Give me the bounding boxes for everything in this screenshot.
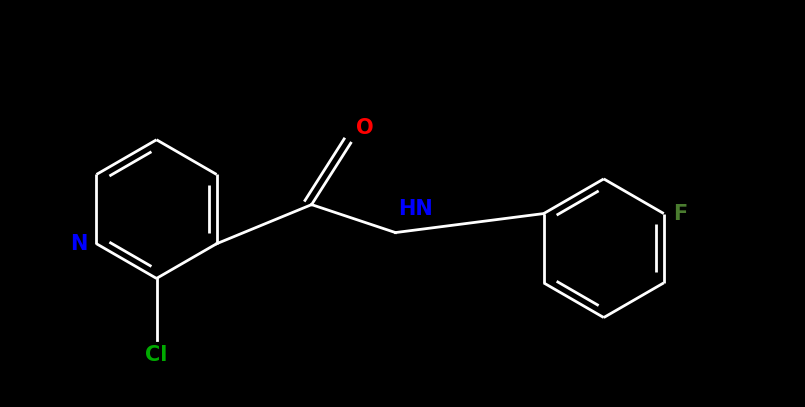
Text: F: F [673, 204, 687, 223]
Text: HN: HN [398, 199, 432, 219]
Text: O: O [357, 118, 374, 138]
Text: Cl: Cl [146, 346, 167, 365]
Text: N: N [70, 234, 88, 254]
